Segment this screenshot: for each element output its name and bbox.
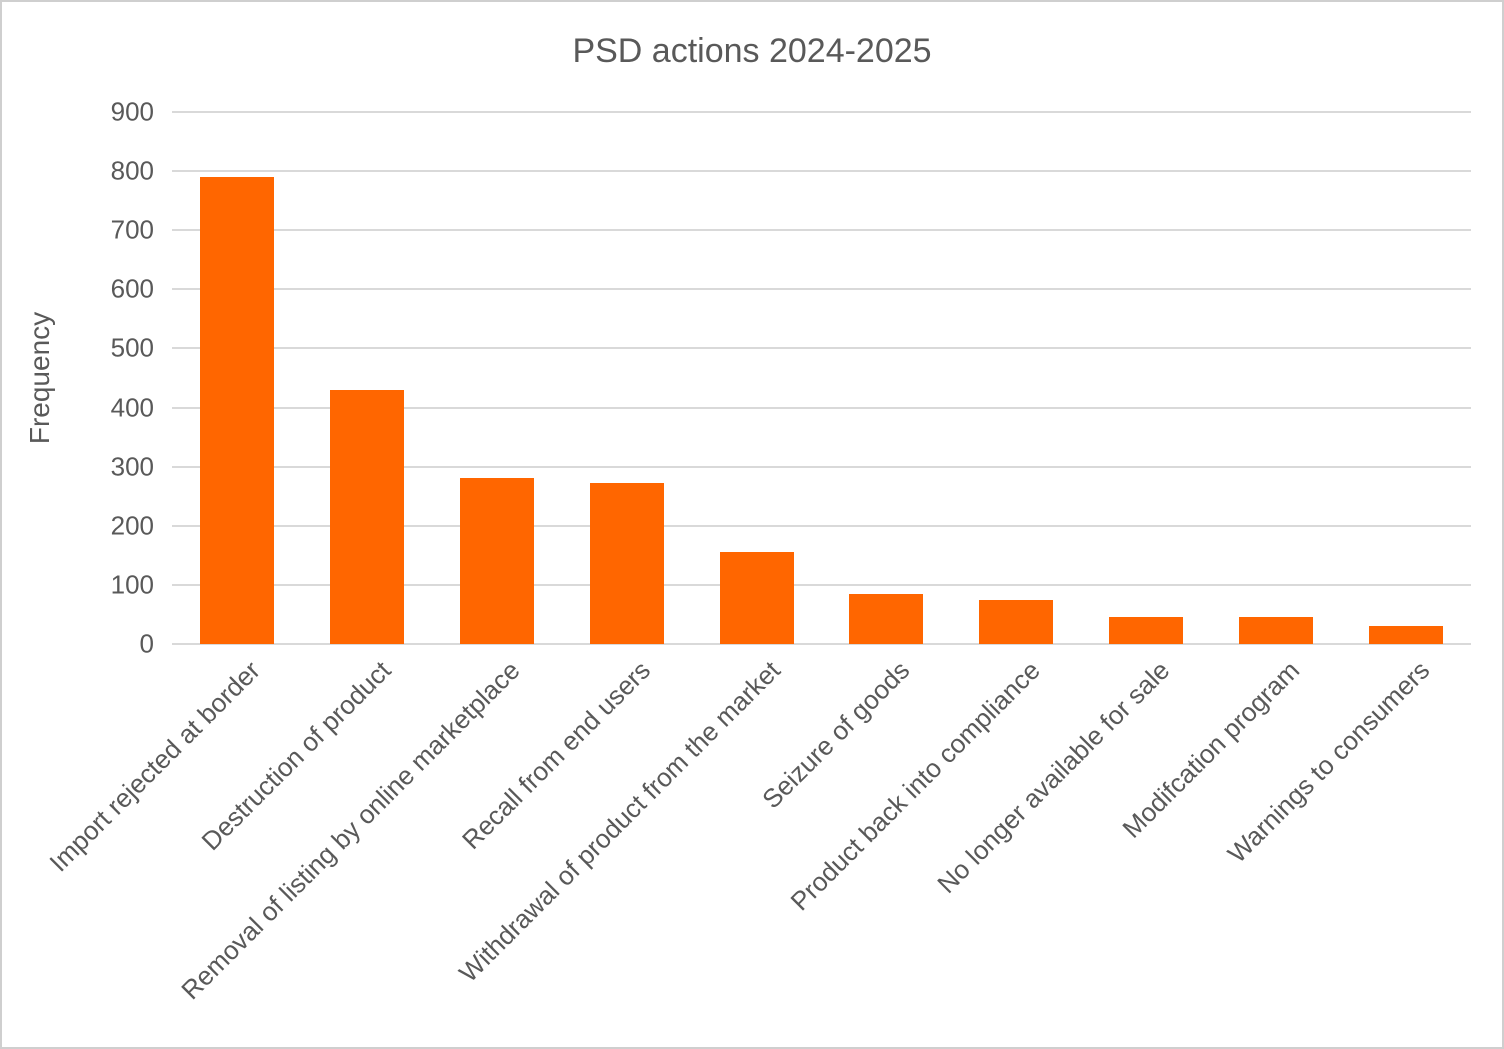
- y-tick-label-700: 700: [110, 214, 154, 245]
- y-tick-label-300: 300: [110, 451, 154, 482]
- bar-4: [590, 483, 664, 644]
- bar-6: [849, 594, 923, 644]
- x-category-label-7: Product back into compliance: [784, 655, 1046, 917]
- gridline-y-700: [172, 229, 1471, 232]
- gridline-y-800: [172, 170, 1471, 173]
- chart-title: PSD actions 2024-2025: [572, 32, 932, 70]
- gridline-y-200: [172, 524, 1471, 527]
- x-category-label-1: Import rejected at border: [43, 655, 267, 878]
- y-tick-label-500: 500: [110, 332, 154, 363]
- y-axis-title: Frequency: [24, 311, 55, 445]
- y-tick-label-400: 400: [110, 392, 154, 423]
- y-tick-label-800: 800: [110, 155, 154, 186]
- y-tick-label-200: 200: [110, 510, 154, 541]
- x-category-label-8: No longer available for sale: [931, 655, 1176, 900]
- y-tick-label-100: 100: [110, 569, 154, 600]
- gridline-y-300: [172, 465, 1471, 468]
- gridline-y-400: [172, 406, 1471, 409]
- plot-area: [172, 111, 1471, 645]
- y-tick-label-600: 600: [110, 273, 154, 304]
- bar-9: [1239, 617, 1313, 644]
- gridline-y-900: [172, 111, 1471, 113]
- gridline-y-100: [172, 583, 1471, 586]
- bar-3: [460, 478, 534, 644]
- bar-10: [1369, 626, 1443, 644]
- bar-1: [200, 177, 274, 644]
- y-tick-label-0: 0: [139, 628, 154, 659]
- y-tick-label-900: 900: [110, 96, 154, 127]
- gridline-y-0: [172, 643, 1471, 645]
- gridline-y-500: [172, 347, 1471, 350]
- bar-7: [979, 600, 1053, 644]
- gridline-y-600: [172, 288, 1471, 291]
- bar-8: [1109, 617, 1183, 644]
- bar-5: [720, 552, 794, 644]
- bar-2: [330, 390, 404, 644]
